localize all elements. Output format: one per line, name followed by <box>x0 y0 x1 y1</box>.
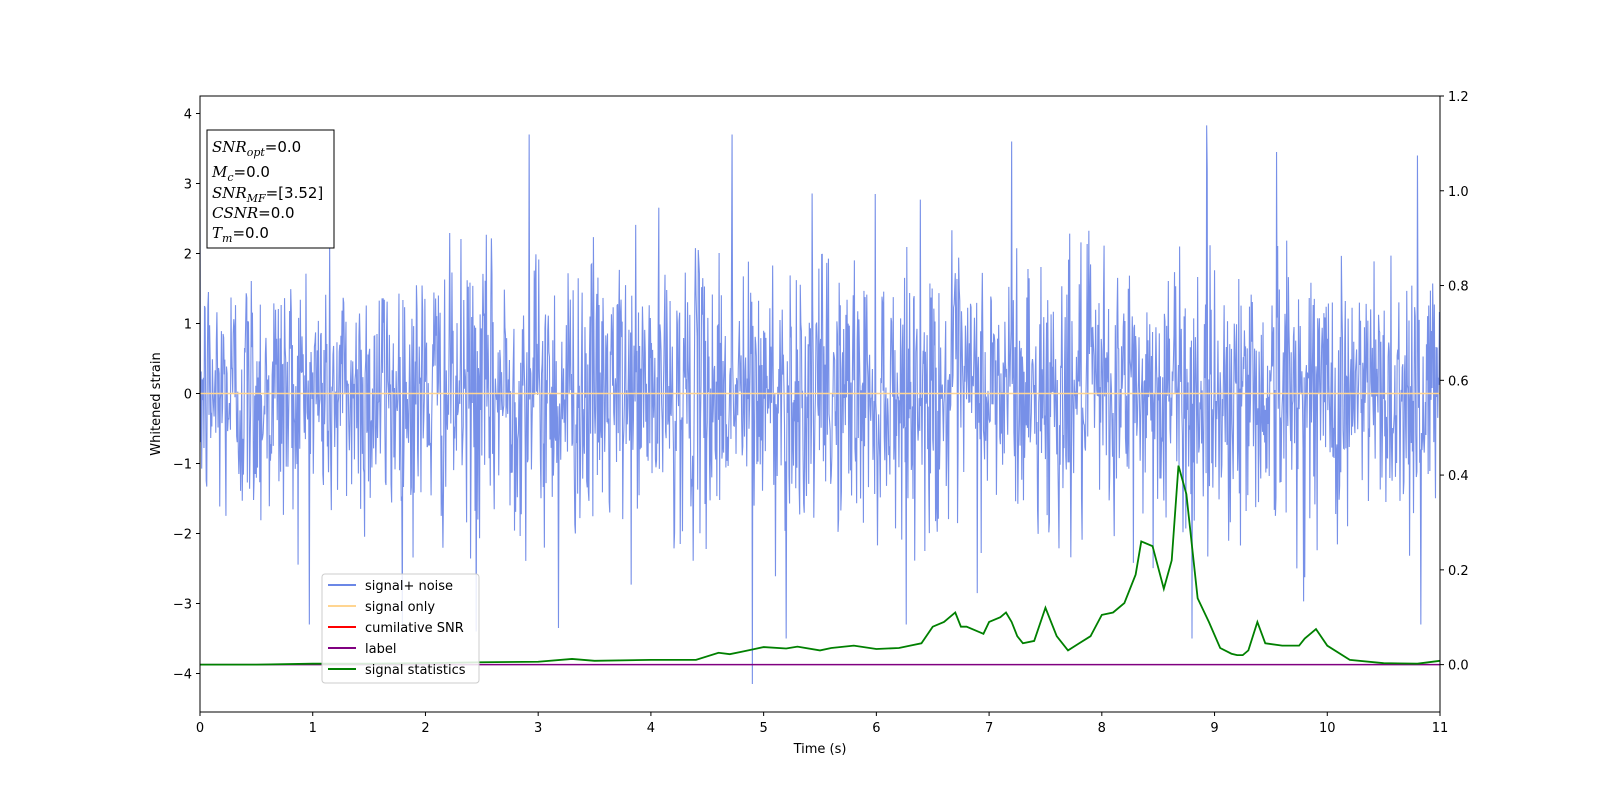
plot-frame <box>199 95 1441 713</box>
legend-label-signal-statistics: signal statistics <box>365 663 466 678</box>
x-axis-label: Time (s) <box>793 742 847 757</box>
y-tick-label: −2 <box>173 528 192 543</box>
y-tick-label: 3 <box>184 178 192 193</box>
x-tick-label: 10 <box>1319 721 1336 736</box>
x-tick-label: 3 <box>534 721 542 736</box>
x-tick-label: 0 <box>196 721 204 736</box>
x-tick-label: 6 <box>872 721 880 736</box>
legend-label-signal-noise: signal+ noise <box>365 579 453 594</box>
y-tick-label: 4 <box>184 108 192 123</box>
x-tick-label: 7 <box>985 721 993 736</box>
y-tick-label: 2 <box>184 248 192 263</box>
y2-tick-label: 0.4 <box>1448 469 1469 484</box>
x-axis: 0 1 2 3 4 5 6 7 8 9 10 11 <box>196 712 1448 736</box>
x-tick-label: 4 <box>647 721 655 736</box>
y-tick-label: −3 <box>173 598 192 613</box>
x-tick-label: 5 <box>759 721 767 736</box>
x-tick-label: 8 <box>1098 721 1106 736</box>
legend-label-signal-only: signal only <box>365 600 435 615</box>
y-tick-label: 0 <box>184 388 192 403</box>
annotation-line: CSNR=0.0 <box>212 204 295 222</box>
y2-tick-label: 0.8 <box>1448 280 1469 295</box>
annotation-line: Mc=0.0 <box>211 163 270 184</box>
y-axis-label: Whitened strain <box>149 352 164 455</box>
legend: signal+ noise signal only cumilative SNR la… <box>321 573 480 684</box>
signal-noise-line <box>200 125 1440 685</box>
x-tick-label: 9 <box>1210 721 1218 736</box>
x-tick-label: 11 <box>1432 721 1449 736</box>
y2-tick-label: 0.2 <box>1448 564 1469 579</box>
y2-tick-label: 1.0 <box>1448 185 1469 200</box>
legend-frame <box>321 573 480 684</box>
y2-tick-label: 0.6 <box>1448 374 1469 389</box>
y-axis-left: −4 −3 −2 −1 0 1 2 3 4 <box>173 108 200 683</box>
legend-label-label: label <box>365 642 396 657</box>
annotation-box <box>206 129 335 249</box>
y-tick-label: −4 <box>173 668 192 683</box>
annotation-line: SNRopt=0.0 <box>212 138 301 159</box>
y-tick-label: −1 <box>173 458 192 473</box>
signal-statistics-line <box>200 465 1440 666</box>
x-tick-label: 1 <box>309 721 317 736</box>
annotation-line: SNRMF=[3.52] <box>212 184 323 205</box>
y2-tick-label: 1.2 <box>1448 90 1469 105</box>
annotation-line: Tm=0.0 <box>212 224 269 245</box>
y-tick-label: 1 <box>184 318 192 333</box>
legend-label-cumilative-snr: cumilative SNR <box>365 621 464 636</box>
y2-tick-label: 0.0 <box>1448 659 1469 674</box>
y-axis-right: 0.0 0.2 0.4 0.6 0.8 1.0 1.2 <box>1440 90 1469 674</box>
noise-series <box>200 125 1440 685</box>
x-tick-label: 2 <box>421 721 429 736</box>
